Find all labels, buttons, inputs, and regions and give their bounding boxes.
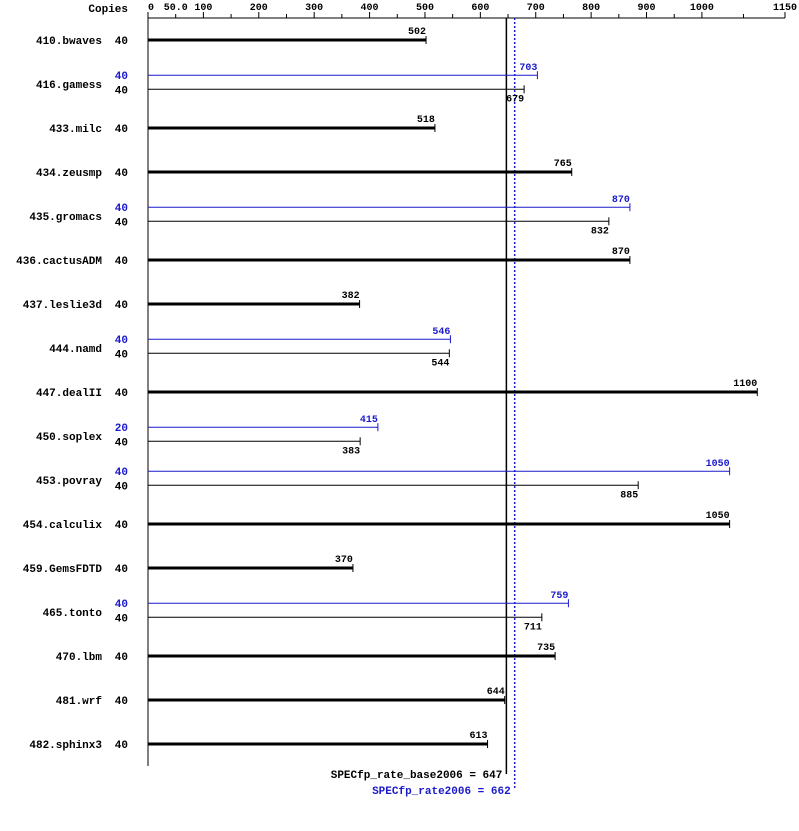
copies-peak: 20 (115, 423, 128, 435)
value-peak: 759 (550, 591, 568, 602)
benchmark-name: 454.calculix (23, 520, 103, 532)
x-tick-label: 400 (361, 3, 379, 14)
copies-base: 40 (115, 740, 128, 752)
copies-base: 40 (115, 564, 128, 576)
copies-base: 40 (115, 388, 128, 400)
benchmark-name: 450.soplex (36, 432, 102, 444)
x-tick-label: 600 (471, 3, 489, 14)
x-tick-label: 100 (194, 3, 212, 14)
copies-base: 40 (115, 481, 128, 493)
benchmark-name: 436.cactusADM (16, 256, 102, 268)
spec-fp-rate-chart: Copies 0 50.0 100 200 300 400 500 600 700 800 900 10… (0, 0, 799, 831)
x-tick-label: 900 (638, 3, 656, 14)
copies-base: 40 (115, 437, 128, 449)
value-base: 1100 (733, 379, 757, 390)
benchmark-name: 434.zeusmp (36, 168, 102, 180)
copies-base: 40 (115, 85, 128, 97)
value-peak: 415 (360, 415, 378, 426)
value-base: 1050 (706, 511, 730, 522)
benchmark-name: 459.GemsFDTD (23, 564, 103, 576)
value-peak: 870 (612, 195, 630, 206)
value-base: 870 (612, 247, 630, 258)
x-tick-label: 200 (250, 3, 268, 14)
benchmark-name: 435.gromacs (29, 212, 102, 224)
copies-peak: 40 (115, 203, 128, 215)
benchmark-name: 433.milc (49, 124, 102, 136)
value-peak: 546 (432, 327, 450, 338)
copies-base: 40 (115, 36, 128, 48)
benchmark-name: 410.bwaves (36, 36, 102, 48)
value-peak: 1050 (706, 459, 730, 470)
copies-base: 40 (115, 520, 128, 532)
x-tick-label: 500 (416, 3, 434, 14)
value-base: 502 (408, 27, 426, 38)
benchmark-name: 465.tonto (43, 608, 103, 620)
copies-base: 40 (115, 217, 128, 229)
value-base: 679 (506, 94, 524, 105)
value-base: 613 (470, 731, 488, 742)
value-base: 544 (431, 358, 449, 369)
ref-label-peak: SPECfp_rate2006 = 662 (372, 786, 511, 798)
copies-peak: 40 (115, 467, 128, 479)
value-peak: 703 (519, 63, 537, 74)
copies-peak: 40 (115, 599, 128, 611)
copies-peak: 40 (115, 71, 128, 83)
copies-base: 40 (115, 300, 128, 312)
x-tick-label: 700 (527, 3, 545, 14)
copies-base: 40 (115, 124, 128, 136)
value-base: 644 (487, 687, 505, 698)
benchmark-name: 482.sphinx3 (29, 740, 102, 752)
value-base: 832 (591, 226, 609, 237)
benchmark-name: 470.lbm (56, 652, 103, 664)
benchmark-name: 453.povray (36, 476, 102, 488)
value-base: 885 (620, 490, 638, 501)
copies-peak: 40 (115, 335, 128, 347)
benchmark-name: 416.gamess (36, 80, 102, 92)
copies-base: 40 (115, 168, 128, 180)
copies-base: 40 (115, 696, 128, 708)
copies-base: 40 (115, 349, 128, 361)
copies-base: 40 (115, 613, 128, 625)
copies-base: 40 (115, 256, 128, 268)
value-base: 383 (342, 446, 360, 457)
benchmark-name: 437.leslie3d (23, 300, 102, 312)
x-tick-label: 1150 (773, 3, 797, 14)
benchmark-name: 481.wrf (56, 696, 103, 708)
copies-base: 40 (115, 652, 128, 664)
benchmark-name: 447.dealII (36, 388, 102, 400)
copies-header: Copies (88, 4, 128, 16)
x-tick-label: 0 (148, 3, 154, 14)
value-base: 711 (524, 622, 542, 633)
x-tick-label: 300 (305, 3, 323, 14)
value-base: 382 (342, 291, 360, 302)
value-base: 370 (335, 555, 353, 566)
x-tick-minor-label: 50.0 (164, 3, 188, 14)
value-base: 765 (554, 159, 572, 170)
value-base: 518 (417, 115, 435, 126)
x-tick-label: 800 (582, 3, 600, 14)
ref-label-base: SPECfp_rate_base2006 = 647 (331, 770, 503, 782)
benchmark-name: 444.namd (49, 344, 102, 356)
value-base: 735 (537, 643, 555, 654)
x-tick-label: 1000 (690, 3, 714, 14)
